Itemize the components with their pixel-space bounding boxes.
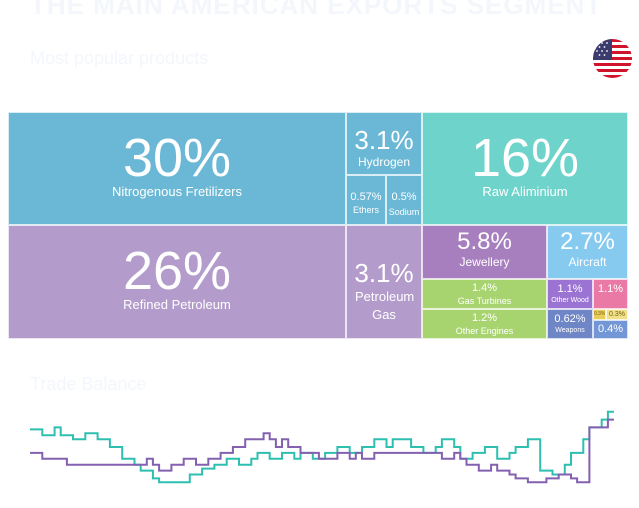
tile-other-engines[interactable]: 1.2% Other Engines — [422, 309, 547, 339]
tile-gas-turbines[interactable]: 1.4% Gas Turbines — [422, 279, 547, 309]
tile-percent: 0.4% — [597, 323, 624, 335]
tile-pink-product[interactable]: 1.1% — [593, 279, 628, 309]
trade-balance-line-chart — [30, 410, 614, 484]
tile-percent: 16% — [470, 128, 580, 188]
tile-jewellery[interactable]: 5.8% Jewellery — [422, 225, 547, 279]
tile-label: Weapons — [555, 327, 585, 334]
tile-percent: 0.3% — [594, 311, 606, 317]
tile-label: Refined Petroleum — [123, 297, 231, 312]
tile-label: Raw Aliminium — [482, 184, 568, 199]
tile-nitrogenous-fertilizers[interactable]: 30% Nitrogenous Fretilizers — [8, 112, 346, 225]
tile-percent: 3.1% — [354, 125, 414, 155]
page-subtitle: Most popular products — [30, 48, 209, 68]
trade-balance-heading: Trade Balance — [30, 374, 147, 394]
tile-refined-petroleum[interactable]: 26% Refined Petroleum — [8, 225, 346, 339]
tile-label: Nitrogenous Fretilizers — [111, 184, 243, 199]
tile-aircraft[interactable]: 2.7% Aircraft — [547, 225, 628, 279]
tile-label: Gas Turbines — [457, 296, 512, 306]
tile-other-wood[interactable]: 1.1% Other Wood — [547, 279, 593, 309]
tile-blue-product[interactable]: 0.4% — [593, 320, 628, 339]
series-line-0 — [30, 410, 614, 484]
tile-label: Hydrogen — [357, 155, 411, 169]
tile-percent: 5.8% — [457, 228, 512, 255]
tile-label: Petroleum Gas — [355, 289, 415, 322]
tile-label: Jewellery — [459, 255, 510, 269]
tile-percent: 3.1% — [354, 258, 414, 288]
tile-weapons[interactable]: 0.62% Weapons — [547, 309, 593, 339]
tile-label: Other Engines — [455, 326, 514, 336]
tile-hydrogen[interactable]: 3.1% Hydrogen — [346, 112, 422, 175]
tile-percent: 0.5% — [391, 191, 417, 203]
tile-percent: 1.1% — [557, 283, 583, 295]
tile-percent: 1.2% — [471, 312, 498, 324]
tile-label: Other Wood — [551, 297, 589, 304]
tile-raw-aluminium[interactable]: 16% Raw Aliminium — [422, 112, 628, 225]
tile-petroleum-gas[interactable]: 3.1% Petroleum Gas — [346, 225, 422, 339]
tile-percent: 26% — [122, 241, 232, 301]
tile-sodium[interactable]: 0.5% Sodium — [386, 175, 422, 225]
tile-label: Ethers — [352, 205, 379, 215]
tile-percent: 1.1% — [597, 283, 624, 295]
exports-treemap: 30% Nitrogenous Fretilizers 3.1% Hydroge… — [8, 112, 628, 339]
tile-percent: 0.3% — [609, 311, 625, 318]
tile-label: Sodium — [388, 207, 420, 217]
us-flag-icon — [593, 39, 632, 78]
page-title: THE MAIN AMERICAN EXPORTS SEGMENT — [30, 0, 603, 20]
tile-label: Aircraft — [568, 255, 607, 269]
tile-percent: 2.7% — [560, 228, 615, 255]
tile-percent: 0.57% — [350, 191, 382, 203]
series-line-1 — [30, 418, 614, 484]
tile-ethers[interactable]: 0.57% Ethers — [346, 175, 386, 225]
tile-percent: 1.4% — [471, 282, 498, 294]
tile-percent: 30% — [122, 128, 232, 188]
tile-percent: 0.62% — [554, 313, 586, 325]
tile-small-light-yellow[interactable]: 0.3% — [606, 309, 628, 320]
tile-small-yellow[interactable]: 0.3% — [593, 309, 606, 320]
